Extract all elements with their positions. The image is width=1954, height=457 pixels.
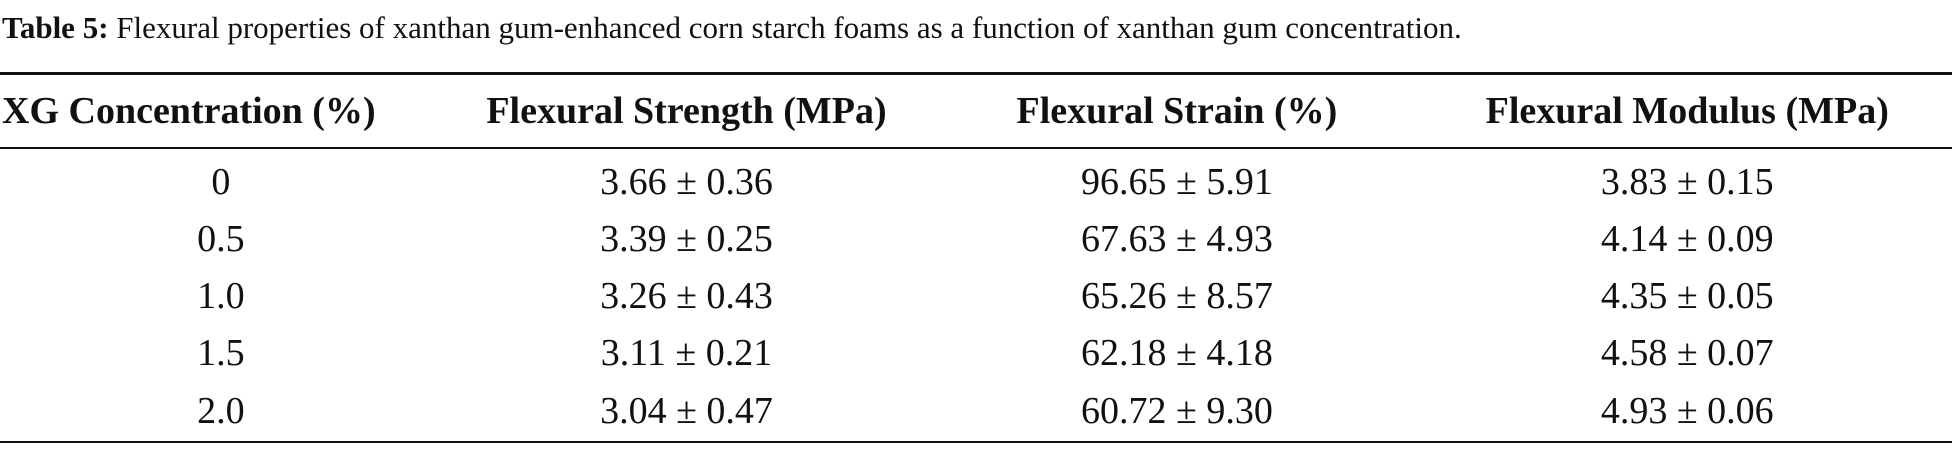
cell-flexural-strength: 3.39 ± 0.25 [600,217,773,260]
header-flexural-strength: Flexural Strength (MPa) [441,72,932,149]
cell-flexural-modulus: 4.93 ± 0.06 [1422,381,1952,443]
table-row: 1.5 3.11 ± 0.21 62.18 ± 4.18 4.58 ± 0.07 [0,324,1952,381]
table-row: 0.5 3.39 ± 0.25 67.63 ± 4.93 4.14 ± 0.09 [0,210,1952,267]
cell-xg-concentration: 1.5 [197,331,245,374]
cell-xg-concentration: 2.0 [0,381,442,443]
cell-flexural-modulus: 4.58 ± 0.07 [1600,331,1774,374]
header-row: XG Concentration (%) Flexural Strength (… [0,72,1952,149]
cell-flexural-strain: 60.72 ± 9.30 [931,381,1423,443]
table-row: 1.0 3.26 ± 0.43 65.26 ± 8.57 4.35 ± 0.05 [0,267,1952,324]
cell-flexural-modulus: 3.83 ± 0.15 [1600,160,1774,203]
header-xg-concentration: XG Concentration (%) [0,72,442,149]
cell-flexural-strain: 65.26 ± 8.57 [1080,274,1273,317]
cell-flexural-strain: 96.65 ± 5.91 [1080,160,1273,203]
cell-xg-concentration: 0.5 [197,217,245,260]
table-row: 2.0 3.04 ± 0.47 60.72 ± 9.30 4.93 ± 0.06 [0,381,1952,443]
cell-flexural-modulus: 4.14 ± 0.09 [1600,217,1774,260]
table-body: 0 3.66 ± 0.36 96.65 ± 5.91 3.83 ± 0.15 0… [0,148,1952,443]
table-caption: Table 5: Flexural properties of xanthan … [2,0,1952,56]
table-header: XG Concentration (%) Flexural Strength (… [0,72,1952,149]
header-flexural-strain: Flexural Strain (%) [931,72,1423,149]
cell-flexural-strain: 67.63 ± 4.93 [1080,217,1273,260]
cell-xg-concentration: 1.0 [197,274,245,317]
cell-xg-concentration: 0 [211,160,231,203]
cell-flexural-strain: 62.18 ± 4.18 [1080,331,1273,374]
cell-flexural-strength: 3.11 ± 0.21 [600,331,773,374]
caption-label: Table 5: [2,10,109,45]
cell-flexural-strength: 3.04 ± 0.47 [441,381,932,443]
data-table: XG Concentration (%) Flexural Strength (… [0,72,1952,443]
table-row: 0 3.66 ± 0.36 96.65 ± 5.91 3.83 ± 0.15 [0,148,1952,210]
header-flexural-modulus: Flexural Modulus (MPa) [1422,72,1952,149]
cell-flexural-modulus: 4.35 ± 0.05 [1600,274,1774,317]
caption-text: Flexural properties of xanthan gum-enhan… [116,10,1462,45]
cell-flexural-strength: 3.66 ± 0.36 [600,160,773,203]
cell-flexural-strength: 3.26 ± 0.43 [600,274,773,317]
